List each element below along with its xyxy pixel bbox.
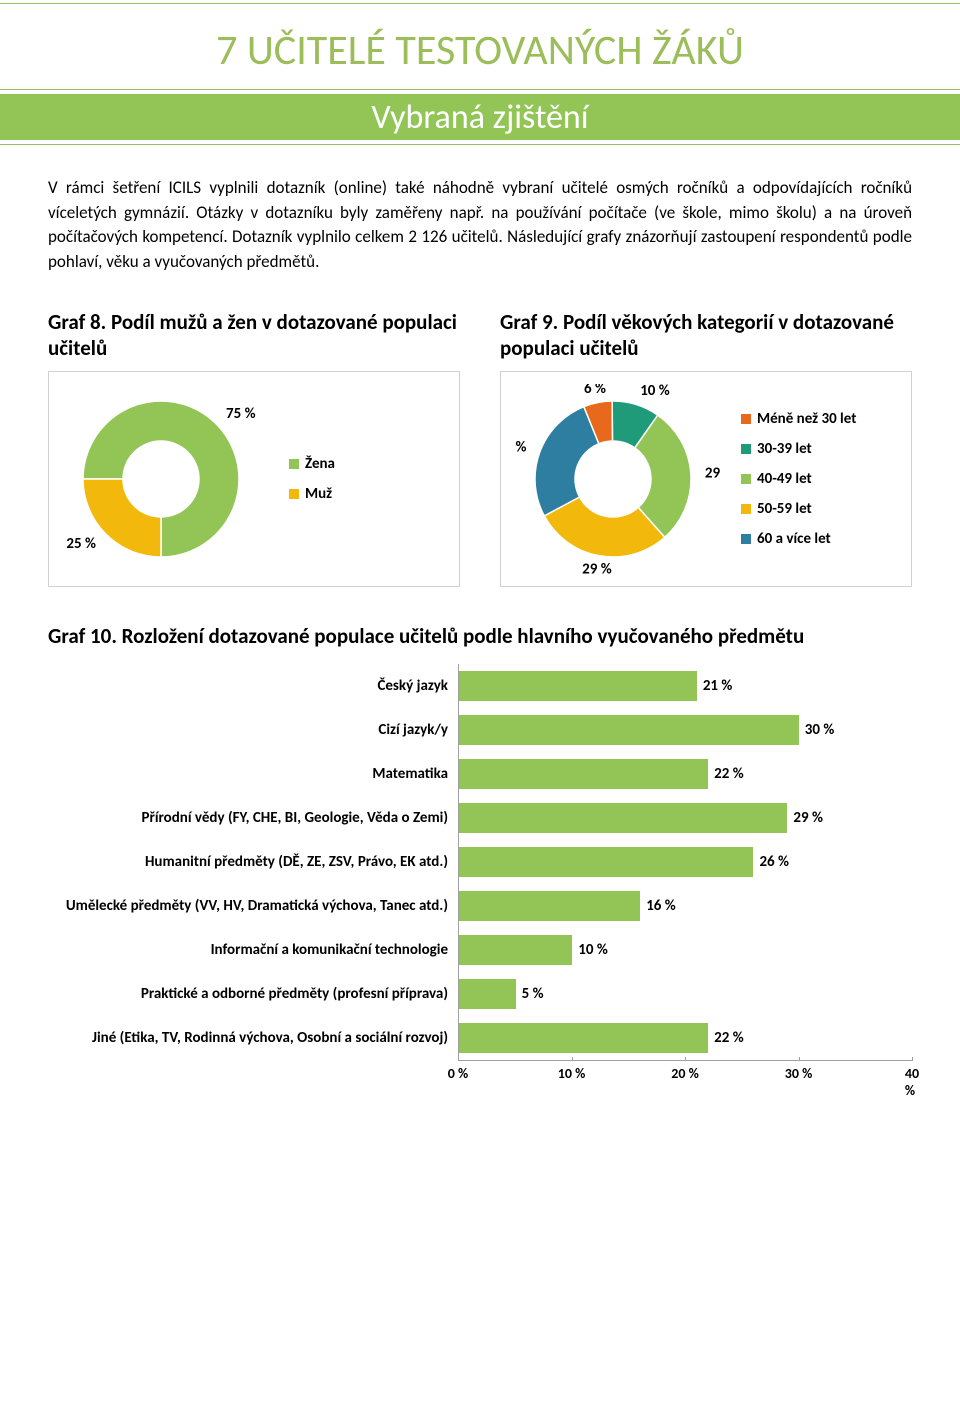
donut-slice-label: 25 % — [66, 535, 96, 553]
legend-label: Méně než 30 let — [757, 410, 856, 428]
content-region: V rámci šetření ICILS vyplnili dotazník … — [0, 148, 960, 1085]
legend-label: Žena — [305, 455, 335, 473]
graf10-chart: Český jazykCizí jazyk/yMatematikaPřírodn… — [48, 664, 912, 1061]
graf9-donut: 6 % 10 % 29 % 29 % 27 % — [513, 384, 723, 574]
graf10-y-labels: Český jazykCizí jazyk/yMatematikaPřírodn… — [48, 664, 458, 1061]
subtitle-text: Vybraná zjištění — [371, 97, 588, 138]
graf9-container: 6 % 10 % 29 % 29 % 27 % Méně než 30 let 30-39… — [500, 371, 912, 587]
donut-slice — [535, 407, 599, 516]
legend-swatch — [741, 414, 751, 424]
donut-slice-label: 75 % — [226, 405, 256, 423]
legend-swatch — [741, 534, 751, 544]
bar-category-label: Jiné (Etika, TV, Rodinná výchova, Osobní… — [48, 1016, 458, 1060]
graf10-title: Graf 10. Rozložení dotazované populace u… — [48, 623, 912, 650]
graf9-title: Graf 9. Podíl věkových kategorií v dotaz… — [500, 309, 912, 362]
legend-swatch — [289, 489, 299, 499]
bar: 10 % — [459, 935, 572, 965]
bar-row: 26 % — [459, 840, 912, 884]
x-axis-tick-label: 40 % — [905, 1065, 919, 1099]
bar-category-label: Umělecké předměty (VV, HV, Dramatická vý… — [48, 884, 458, 928]
x-axis-tick-mark — [912, 1057, 913, 1061]
bar-category-label: Matematika — [48, 752, 458, 796]
bar: 16 % — [459, 891, 640, 921]
bar-value-label: 30 % — [805, 721, 835, 739]
title-rule-bottom — [0, 144, 960, 145]
bar-value-label: 10 % — [578, 941, 608, 959]
bar: 30 % — [459, 715, 799, 745]
title-rule-top — [0, 3, 960, 4]
legend-label: 30-39 let — [757, 440, 812, 458]
bar-value-label: 16 % — [646, 897, 676, 915]
x-axis-tick-label: 30 % — [785, 1065, 813, 1082]
donut-slice-label: 29 % — [582, 561, 612, 574]
x-axis-tick-label: 0 % — [448, 1065, 468, 1082]
x-axis-tick-label: 20 % — [671, 1065, 699, 1082]
bar-row: 5 % — [459, 972, 912, 1016]
bar: 5 % — [459, 979, 516, 1009]
bar-row: 22 % — [459, 1016, 912, 1060]
bar-value-label: 26 % — [759, 853, 789, 871]
bar-row: 21 % — [459, 664, 912, 708]
bar-category-label: Praktické a odborné předměty (profesní p… — [48, 972, 458, 1016]
graf8-container: 75 % 25 % Žena Muž — [48, 371, 460, 587]
bar-row: 30 % — [459, 708, 912, 752]
legend-item: Méně než 30 let — [741, 410, 899, 428]
donut-charts-row: 75 % 25 % Žena Muž 6 % 10 % 29 % 29 % 27 % Mén… — [48, 371, 912, 587]
bar: 29 % — [459, 803, 787, 833]
donut-slice-label: 6 % — [584, 384, 606, 398]
bar-value-label: 29 % — [793, 809, 823, 827]
legend-item: 50-59 let — [741, 500, 899, 518]
donut-slice-label: 29 % — [705, 465, 723, 483]
legend-label: 50-59 let — [757, 500, 812, 518]
graf9-legend: Méně než 30 let 30-39 let 40-49 let 50-59 l… — [741, 410, 899, 548]
bar-row: 29 % — [459, 796, 912, 840]
graf8-donut: 75 % 25 % — [61, 384, 271, 574]
bar-category-label: Humanitní předměty (DĚ, ZE, ZSV, Právo, … — [48, 840, 458, 884]
legend-item: Žena — [289, 455, 447, 473]
bar-category-label: Přírodní vědy (FY, CHE, BI, Geologie, Vě… — [48, 796, 458, 840]
bar: 22 % — [459, 759, 708, 789]
x-axis-tick-mark — [799, 1057, 800, 1061]
subtitle-band: Vybraná zjištění — [0, 94, 960, 140]
x-axis-tick-mark — [458, 1057, 459, 1061]
legend-item: Muž — [289, 485, 447, 503]
graf10-x-axis: 0 %10 %20 %30 %40 % — [458, 1061, 912, 1085]
legend-swatch — [741, 504, 751, 514]
bar-category-label: Informační a komunikační technologie — [48, 928, 458, 972]
donut-slice-label: 10 % — [640, 384, 670, 400]
bar-value-label: 21 % — [703, 677, 733, 695]
legend-swatch — [741, 474, 751, 484]
legend-item: 30-39 let — [741, 440, 899, 458]
legend-item: 40-49 let — [741, 470, 899, 488]
x-axis-tick-label: 10 % — [558, 1065, 586, 1082]
chart-titles-row: Graf 8. Podíl mužů a žen v dotazované po… — [48, 309, 912, 362]
graf8-title: Graf 8. Podíl mužů a žen v dotazované po… — [48, 309, 460, 362]
legend-item: 60 a více let — [741, 530, 899, 548]
x-axis-tick-mark — [685, 1057, 686, 1061]
title-rule-mid — [0, 89, 960, 90]
bar-value-label: 22 % — [714, 1029, 744, 1047]
bar-category-label: Český jazyk — [48, 664, 458, 708]
body-paragraph: V rámci šetření ICILS vyplnili dotazník … — [48, 176, 912, 275]
legend-label: Muž — [305, 485, 332, 503]
page-title: 7 UČITELÉ TESTOVANÝCH ŽÁKŮ — [0, 7, 960, 86]
graf8-legend: Žena Muž — [289, 455, 447, 503]
legend-swatch — [289, 459, 299, 469]
graf10-plot-area: 21 % 30 % 22 % 29 % 26 % 16 % 10 % 5 % 22 % — [458, 664, 912, 1061]
legend-swatch — [741, 444, 751, 454]
bar: 21 % — [459, 671, 697, 701]
bar: 22 % — [459, 1023, 708, 1053]
bar-value-label: 5 % — [522, 985, 544, 1003]
bar-row: 16 % — [459, 884, 912, 928]
legend-label: 40-49 let — [757, 470, 812, 488]
bar-row: 22 % — [459, 752, 912, 796]
legend-label: 60 a více let — [757, 530, 831, 548]
bar-category-label: Cizí jazyk/y — [48, 708, 458, 752]
bar-value-label: 22 % — [714, 765, 744, 783]
x-axis-tick-mark — [572, 1057, 573, 1061]
bar-row: 10 % — [459, 928, 912, 972]
bar: 26 % — [459, 847, 753, 877]
donut-slice-label: 27 % — [513, 439, 527, 457]
